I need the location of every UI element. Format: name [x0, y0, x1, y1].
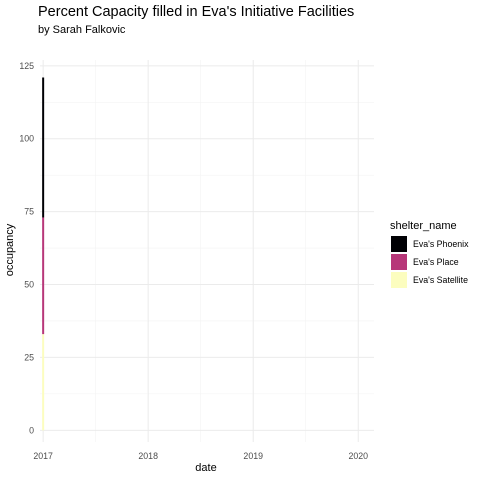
y-tick-label: 125	[19, 61, 34, 71]
y-tick-label: 100	[19, 134, 34, 144]
legend-swatch-eva-s-satellite	[391, 272, 407, 288]
legend-swatch-eva-s-phoenix	[391, 236, 407, 252]
y-tick-label: 75	[24, 207, 34, 217]
y-axis-title: occupancy	[4, 223, 16, 276]
legend-swatch-eva-s-place	[391, 254, 407, 270]
chart-subtitle: by Sarah Falkovic	[38, 24, 126, 36]
x-tick-label: 2020	[348, 451, 368, 461]
chart-title: Percent Capacity filled in Eva's Initiat…	[38, 4, 354, 20]
legend: Eva's Phoenix Eva's Place Eva's Satellite	[391, 236, 469, 288]
x-axis-title: date	[195, 462, 216, 474]
legend-title: shelter_name	[390, 220, 457, 232]
plot-area: 0 25 50 75 100 125 2017 2018 2019 2020	[19, 60, 374, 461]
y-tick-label: 0	[29, 425, 34, 435]
x-tick-label: 2018	[138, 451, 158, 461]
y-tick-label: 50	[24, 280, 34, 290]
x-tick-label: 2017	[33, 451, 53, 461]
legend-label-eva-s-place: Eva's Place	[413, 257, 459, 267]
bar-eva-s-phoenix	[42, 77, 45, 218]
legend-label-eva-s-phoenix: Eva's Phoenix	[413, 239, 469, 249]
bar-eva-s-place	[42, 217, 45, 335]
bar-eva-s-satellite	[42, 334, 45, 431]
y-tick-label: 25	[24, 352, 34, 362]
x-tick-label: 2019	[243, 451, 263, 461]
legend-label-eva-s-satellite: Eva's Satellite	[413, 275, 468, 285]
